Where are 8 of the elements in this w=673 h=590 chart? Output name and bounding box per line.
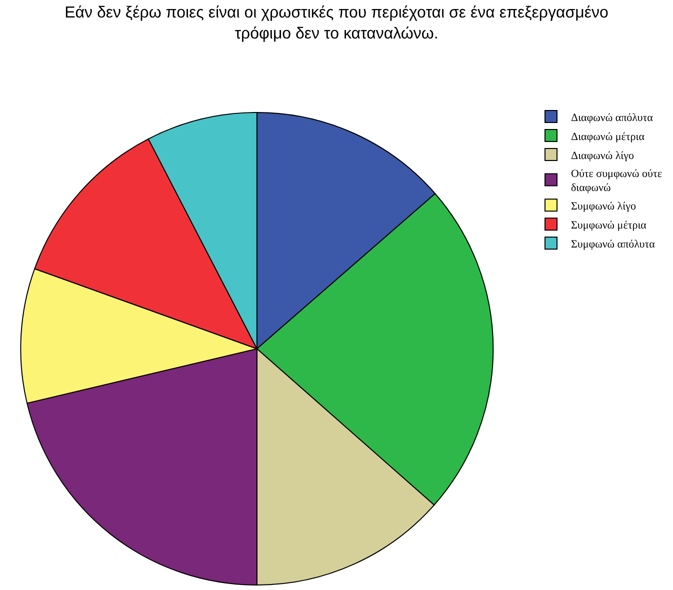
legend-label: Συμφωνώ μέτρια — [571, 219, 647, 232]
legend-label: Συμφωνώ λίγο — [571, 200, 636, 212]
legend-label: Διαφωνώ απόλυτα — [571, 112, 654, 124]
chart-title: Εάν δεν ξέρω ποιες είναι οι χρωστικές που περιέχοται σε ένα επεξεργασμένο τρόφιμο δεν το καταναλώνω. — [64, 4, 609, 42]
legend-label: Διαφωνώ μέτρια — [571, 130, 645, 143]
legend-label: Συμφωνώ απόλυτα — [571, 238, 656, 250]
legend-label: Ούτε συμφωνώ ούτε διαφωνώ — [571, 168, 662, 194]
legend-label: Διαφωνώ λίγο — [571, 150, 635, 162]
